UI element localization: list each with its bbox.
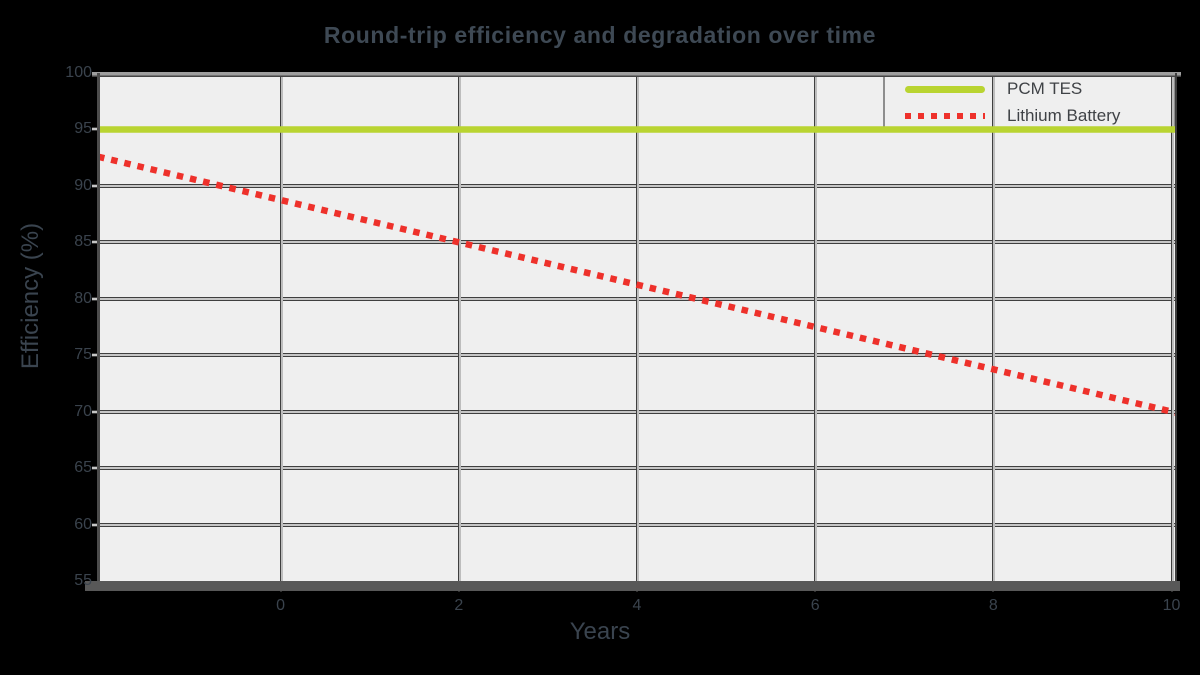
horizontal-gridline-85 (92, 240, 1176, 245)
plot-area: PCM TES Lithium Battery 55 60 65 70 75 80 85 90… (65, 64, 1181, 614)
legend-item-lithium-battery: Lithium Battery (905, 105, 1174, 127)
legend-line-sample-solid (905, 85, 985, 93)
horizontal-gridline-75 (92, 353, 1176, 358)
vertical-gridline-0 (279, 73, 283, 581)
x-tick-label-10: 10 (1162, 597, 1181, 614)
chart-title: Round-trip efficiency and degradation ov… (323, 22, 877, 48)
vertical-gridline-10 (1170, 73, 1174, 581)
x-axis-spine (85, 581, 1180, 591)
x-tick-label-6: 6 (810, 597, 820, 614)
vertical-gridline-8 (992, 73, 996, 581)
x-axis-title: Years (569, 618, 631, 645)
legend-label: PCM TES (1007, 79, 1083, 98)
legend-item-pcm-tes: PCM TES (905, 78, 1174, 100)
x-tick-label-0: 0 (276, 597, 286, 614)
y-tick-label-90: 90 (74, 176, 92, 194)
horizontal-gridline-90 (92, 183, 1176, 188)
x-tick-label-8: 8 (988, 597, 998, 614)
horizontal-gridline-60 (92, 522, 1176, 527)
horizontal-gridline-80 (92, 296, 1176, 301)
vertical-gridline-4 (636, 73, 639, 581)
vertical-gridline-2 (457, 73, 461, 581)
plot-top-spine (92, 72, 1181, 77)
y-axis-title: Efficiency (%) (17, 222, 44, 370)
horizontal-gridline-65 (92, 466, 1176, 471)
y-tick-label-100: 100 (65, 64, 92, 81)
series-lines (98, 126, 1176, 416)
plot-left-spine (97, 73, 100, 581)
solid-line-swatch (905, 85, 985, 93)
y-tick-label-85: 85 (74, 233, 92, 251)
series-line-lithium-battery (98, 153, 1176, 416)
y-tick-label-75: 75 (74, 346, 92, 364)
y-tick-label-95: 95 (74, 120, 92, 138)
dotted-line-swatch (905, 113, 985, 119)
vertical-gridline-6 (814, 73, 818, 581)
y-tick-label-80: 80 (74, 289, 92, 307)
y-tick-label-70: 70 (74, 402, 92, 420)
plot-right-spine (1174, 73, 1177, 581)
x-tick-label-2: 2 (454, 597, 464, 614)
x-tick-label-4: 4 (632, 597, 642, 614)
y-tick-label-60: 60 (74, 515, 92, 533)
y-tick-label-65: 65 (74, 459, 92, 477)
legend-line-sample-dotted (905, 113, 985, 119)
y-tick-label-55: 55 (74, 572, 92, 589)
horizontal-gridline-70 (92, 409, 1176, 414)
legend-label: Lithium Battery (1007, 106, 1121, 125)
